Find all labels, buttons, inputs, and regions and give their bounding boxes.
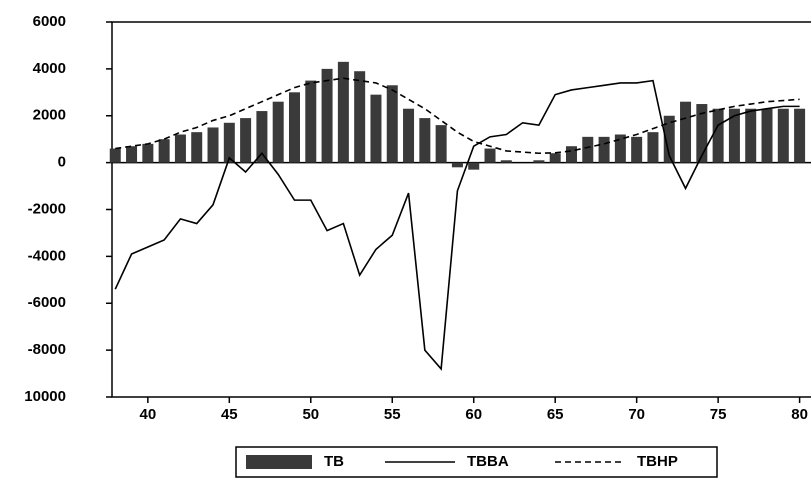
x-tick-label: 40 xyxy=(140,406,157,423)
legend-swatch xyxy=(246,455,312,469)
bar xyxy=(305,80,317,163)
bar xyxy=(761,108,773,163)
bar xyxy=(337,61,349,163)
bar xyxy=(354,71,366,163)
x-tick-label: 70 xyxy=(628,406,645,423)
legend-label: TBBA xyxy=(467,453,509,470)
bar xyxy=(728,108,740,163)
bar xyxy=(582,136,594,163)
bar xyxy=(631,136,643,163)
y-tick-label: -2000 xyxy=(28,200,66,217)
bar xyxy=(451,162,463,168)
bar xyxy=(777,108,789,163)
bar xyxy=(174,134,186,163)
bar xyxy=(745,108,757,163)
bar xyxy=(158,139,170,163)
x-tick-label: 65 xyxy=(547,406,564,423)
bar xyxy=(680,101,692,163)
legend-label: TBHP xyxy=(637,453,678,470)
line xyxy=(115,77,800,155)
bar xyxy=(403,108,415,163)
x-tick-label: 60 xyxy=(465,406,482,423)
y-tick-label: -8000 xyxy=(28,341,66,358)
line xyxy=(114,79,800,371)
bar xyxy=(126,146,138,163)
bar xyxy=(712,108,724,163)
bar xyxy=(288,92,300,163)
bar xyxy=(240,118,252,163)
plot-frame xyxy=(111,21,811,398)
bar xyxy=(419,118,431,163)
x-tick-label: 55 xyxy=(384,406,401,423)
y-tick-label: -6000 xyxy=(28,294,66,311)
bar xyxy=(435,125,447,163)
bar xyxy=(647,132,659,163)
y-tick-label: 0 xyxy=(58,154,66,171)
legend-box xyxy=(235,446,718,478)
bar xyxy=(794,108,806,163)
bar xyxy=(321,68,333,163)
bar xyxy=(614,134,626,163)
bar xyxy=(272,101,284,163)
bar xyxy=(109,148,121,163)
bar xyxy=(370,94,382,163)
bar xyxy=(663,115,675,163)
legend-label: TB xyxy=(324,453,344,470)
bar xyxy=(696,104,708,163)
bar xyxy=(565,146,577,163)
bar xyxy=(484,148,496,163)
y-tick-label: 4000 xyxy=(33,60,66,77)
x-tick-label: 50 xyxy=(302,406,319,423)
y-tick-label: 10000 xyxy=(24,388,66,405)
bar xyxy=(533,160,545,163)
bar xyxy=(191,132,203,163)
y-tick-label: -4000 xyxy=(28,247,66,264)
bar xyxy=(468,162,480,170)
bar xyxy=(500,160,512,163)
y-tick-label: 6000 xyxy=(33,13,66,30)
x-tick-label: 75 xyxy=(710,406,727,423)
y-tick-label: 2000 xyxy=(33,107,66,124)
bar xyxy=(207,127,219,163)
bar xyxy=(598,136,610,163)
x-tick-label: 80 xyxy=(791,406,808,423)
bar xyxy=(386,85,398,163)
bar xyxy=(142,143,154,163)
x-tick-label: 45 xyxy=(221,406,238,423)
bar xyxy=(549,153,561,163)
bar xyxy=(223,122,235,163)
bar xyxy=(256,111,268,163)
